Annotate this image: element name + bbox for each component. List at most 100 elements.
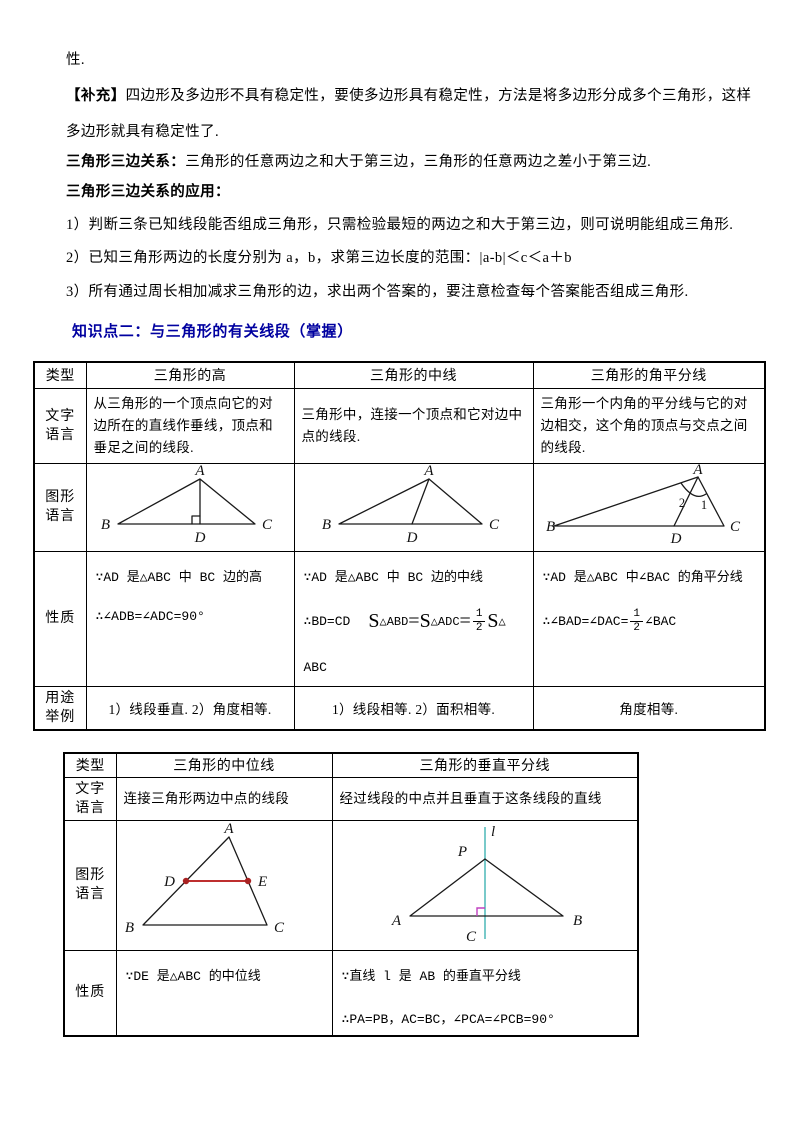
intro-line-application: 三角形三边关系的应用： bbox=[66, 180, 230, 201]
t2-rowlabel-diagram: 图形语言 bbox=[63, 819, 117, 951]
area-s-2: S bbox=[419, 610, 431, 632]
bisector-property-given: ∵AD 是△ABC 中∠BAC 的角平分线 bbox=[542, 569, 743, 585]
t1-height-diagram-cell: A B C D bbox=[85, 462, 295, 552]
knowledge-point-heading: 知识点二：与三角形的有关线段（掌握） bbox=[72, 324, 353, 340]
t1-rowlabel-diagram: 图形语言 bbox=[33, 462, 87, 552]
vertex-label-c: C bbox=[274, 920, 285, 936]
t1-header-median: 三角形的中线 bbox=[293, 361, 534, 389]
t2-property-row: 性质 ∵DE 是△ABC 的中位线 ∵直线 l 是 AB 的垂直平分线 ∴PA=… bbox=[63, 949, 639, 1037]
median-property-result: ∴BD=CD S △ABD = S △ADC = 1 2 S △ bbox=[303, 608, 524, 634]
fraction-denominator: 2 bbox=[475, 621, 483, 634]
vertex-label-b: B bbox=[101, 517, 110, 533]
bisector-eq-pre: ∴∠BAD=∠DAC= bbox=[542, 613, 629, 629]
t1-diagram-row: 图形语言 A B C D A B C D bbox=[33, 462, 766, 552]
supplement-text: 四边形及多边形不具有稳定性，要使多边形具有稳定性，方法是将多边形分成多个三角形，… bbox=[125, 88, 752, 104]
t2-rowlabel-property: 性质 bbox=[63, 949, 117, 1037]
equals-2: = bbox=[459, 610, 471, 632]
t1-property-row: 性质 ∵AD 是△ABC 中 BC 边的高 ∴∠ADB=∠ADC=90° ∵AD… bbox=[33, 550, 766, 687]
midpoint-label-d: D bbox=[405, 530, 417, 546]
midpoint-dot-d bbox=[182, 877, 190, 884]
intro-list-item-2: 2）已知三角形两边的长度分别为 a，b，求第三边长度的范围：|a-b|＜c＜a＋… bbox=[66, 250, 572, 266]
vertex-label-b: B bbox=[546, 519, 555, 535]
vertex-label-a: A bbox=[194, 464, 205, 479]
vertex-label-c: C bbox=[489, 517, 500, 533]
t1-bisector-definition: 三角形一个内角的平分线与它的对边相交，这个角的顶点与交点之间的线段. bbox=[532, 387, 766, 464]
midpoint-label-d: D bbox=[163, 874, 175, 890]
vertex-label-a: A bbox=[391, 913, 402, 929]
t1-header-bisector: 三角形的角平分线 bbox=[532, 361, 766, 389]
intro-line-side-relation: 三角形三边关系：三角形的任意两边之和大于第三边，三角形的任意两边之差小于第三边. bbox=[66, 150, 651, 171]
t2-rowlabel-text-language: 文字语言 bbox=[63, 776, 117, 821]
angle-2-label: 2 bbox=[679, 496, 685, 510]
t2-header-midline: 三角形的中位线 bbox=[115, 752, 333, 778]
perp-property-given: ∵直线 l 是 AB 的垂直平分线 bbox=[341, 968, 521, 984]
point-label-p: P bbox=[457, 844, 467, 860]
fraction-numerator: 1 bbox=[630, 608, 643, 622]
t1-height-definition: 从三角形的一个顶点向它的对边所在的直线作垂线，顶点和垂足之间的线段. bbox=[85, 387, 295, 464]
t1-bisector-usage: 角度相等. bbox=[532, 685, 766, 730]
t2-header-type: 类型 bbox=[63, 752, 117, 778]
fraction-denominator: 2 bbox=[633, 621, 640, 634]
vertex-label-c: C bbox=[262, 517, 273, 533]
t2-midline-definition: 连接三角形两边中点的线段 bbox=[115, 776, 333, 821]
table-midline-perpendicular: 类型 三角形的中位线 三角形的垂直平分线 文字语言 连接三角形两边中点的线段 经… bbox=[63, 752, 639, 1037]
area-s-3: S bbox=[487, 610, 499, 632]
t1-header-height: 三角形的高 bbox=[85, 361, 295, 389]
supplement-label: 【补充】 bbox=[66, 88, 126, 104]
midpoint-label-e: E bbox=[257, 874, 267, 890]
t2-midline-diagram-cell: A B C D E bbox=[115, 819, 333, 951]
point-label-d: D bbox=[670, 531, 682, 546]
t2-perp-diagram-cell: l P A B C bbox=[331, 819, 639, 951]
area-sub-tri: △ bbox=[498, 614, 506, 629]
intro-line-supplement-2: 多边形就具有稳定性了. bbox=[66, 124, 220, 140]
fraction-numerator: 1 bbox=[472, 608, 486, 622]
line-label-l: l bbox=[491, 824, 495, 840]
midline-triangle-diagram: A B C D E bbox=[125, 821, 285, 936]
area-sub-abd: △ABD bbox=[379, 614, 409, 629]
t1-height-usage: 1）线段垂直. 2）角度相等. bbox=[85, 685, 295, 730]
median-property-given: ∵AD 是△ABC 中 BC 边的中线 bbox=[303, 569, 483, 585]
t1-height-property: ∵AD 是△ABC 中 BC 边的高 ∴∠ADB=∠ADC=90° bbox=[85, 550, 295, 687]
application-label: 三角形三边关系的应用： bbox=[66, 184, 230, 200]
vertex-label-a: A bbox=[693, 464, 704, 478]
midpoint-dot-e bbox=[244, 877, 252, 884]
t2-header-row: 类型 三角形的中位线 三角形的垂直平分线 bbox=[63, 752, 639, 778]
altitude-triangle-diagram: A B C D bbox=[101, 464, 273, 546]
perp-property-result: ∴PA=PB，AC=BC，∠PCA=∠PCB=90° bbox=[341, 1011, 555, 1027]
side-relation-text: 三角形的任意两边之和大于第三边，三角形的任意两边之差小于第三边. bbox=[185, 154, 652, 170]
area-s-1: S bbox=[368, 610, 380, 632]
side-relation-label: 三角形三边关系： bbox=[66, 154, 186, 170]
right-angle-mark bbox=[476, 906, 485, 916]
t1-median-diagram-cell: A B C D bbox=[293, 462, 534, 552]
t1-rowlabel-usage: 用途举例 bbox=[33, 685, 87, 730]
t1-rowlabel-property: 性质 bbox=[33, 550, 87, 687]
median-triangle-diagram: A B C D bbox=[321, 464, 500, 546]
vertex-label-c: C bbox=[730, 519, 741, 535]
foot-label-d: D bbox=[194, 530, 206, 546]
area-sub-adc: △ADC bbox=[430, 614, 460, 629]
t1-rowlabel-text-language: 文字语言 bbox=[33, 387, 87, 464]
intro-list-item-1: 1）判断三条已知线段能否组成三角形，只需检验最短的两边之和大于第三边，则可说明能… bbox=[66, 217, 734, 233]
foot-label-c: C bbox=[466, 929, 477, 945]
t2-text-language-row: 文字语言 连接三角形两边中点的线段 经过线段的中点并且垂直于这条线段的直线 bbox=[63, 776, 639, 821]
perpendicular-bisector-diagram: l P A B C bbox=[391, 824, 582, 945]
midline-property-given: ∵DE 是△ABC 的中位线 bbox=[125, 968, 261, 984]
t1-text-language-row: 文字语言 从三角形的一个顶点向它的对边所在的直线作垂线，顶点和垂足之间的线段. … bbox=[33, 387, 766, 464]
vertex-label-b: B bbox=[321, 517, 330, 533]
median-bd-cd: ∴BD=CD bbox=[303, 613, 351, 629]
angle-1-label: 1 bbox=[701, 498, 707, 512]
vertex-label-a: A bbox=[223, 821, 234, 837]
t2-midline-property: ∵DE 是△ABC 的中位线 bbox=[115, 949, 333, 1037]
t1-header-type: 类型 bbox=[33, 361, 87, 389]
t1-usage-row: 用途举例 1）线段垂直. 2）角度相等. 1）线段相等. 2）面积相等. 角度相… bbox=[33, 685, 766, 730]
t2-diagram-row: 图形语言 A B C D E l P A B bbox=[63, 819, 639, 951]
intro-line-supplement: 【补充】四边形及多边形不具有稳定性，要使多边形具有稳定性，方法是将多边形分成多个… bbox=[66, 84, 751, 105]
t1-bisector-diagram-cell: A B C D 2 1 bbox=[532, 462, 766, 552]
bisector-eq-post: ∠BAC bbox=[645, 613, 677, 629]
vertex-label-b: B bbox=[125, 920, 134, 936]
bisector-property-result: ∴∠BAD=∠DAC= 1 2 ∠BAC bbox=[542, 608, 756, 634]
t1-bisector-property: ∵AD 是△ABC 中∠BAC 的角平分线 ∴∠BAD=∠DAC= 1 2 ∠BAC bbox=[532, 550, 766, 687]
